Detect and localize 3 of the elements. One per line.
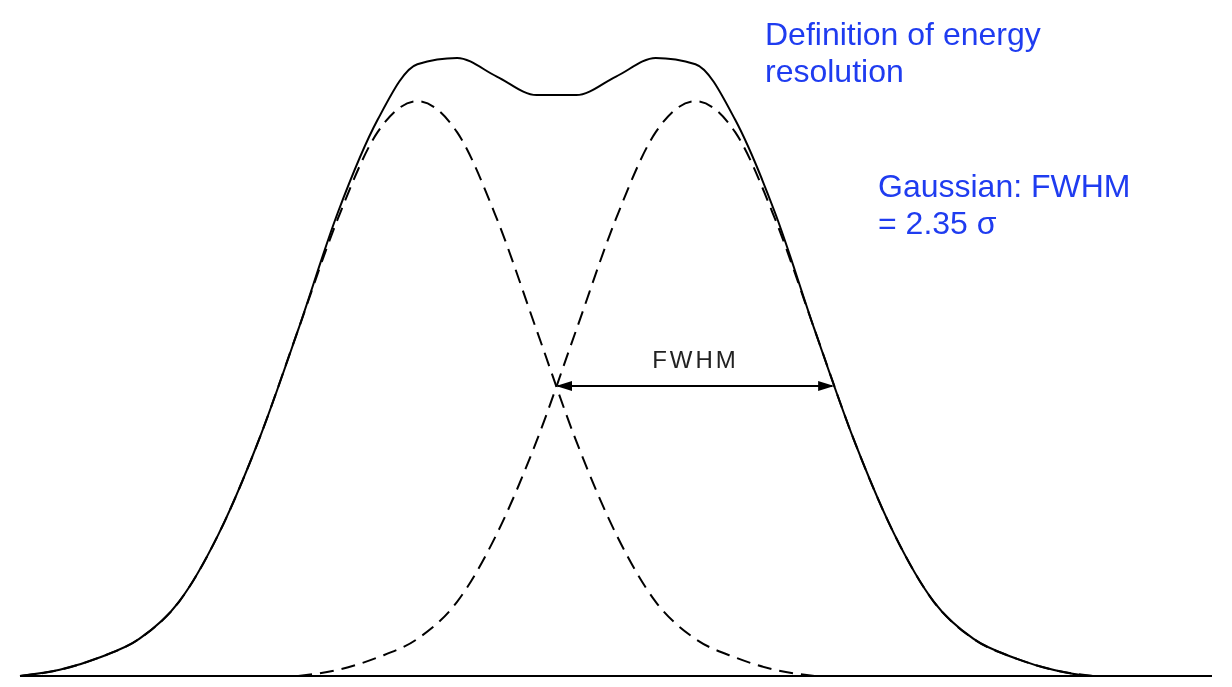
chart-title: Definition of energy resolution: [765, 16, 1042, 90]
annotation: FWHM: [651, 346, 740, 375]
annotation: Gaussian: FWHM = 2.35 σ: [878, 168, 1132, 242]
